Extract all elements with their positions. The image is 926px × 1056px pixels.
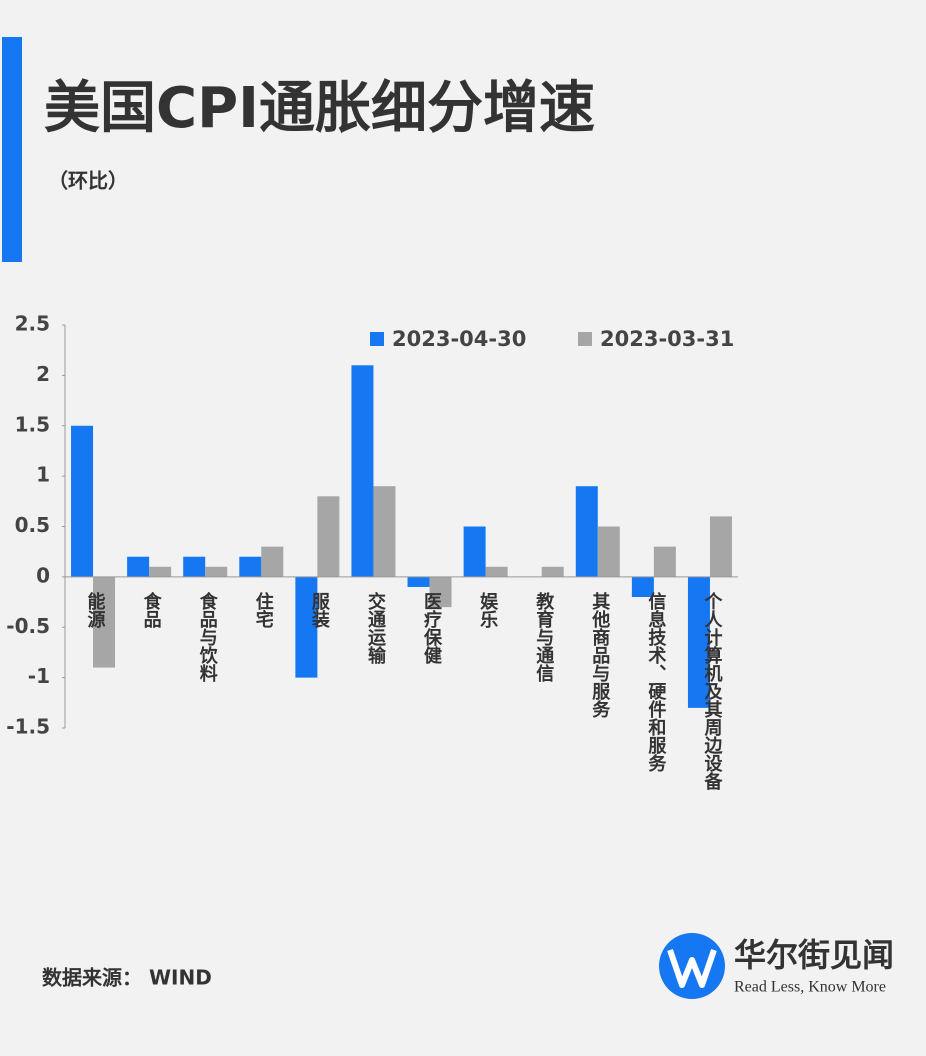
bar: [407, 576, 430, 587]
logo: [659, 933, 725, 999]
bar: [541, 566, 564, 577]
x-tick-label: 食品与饮料: [197, 591, 219, 683]
bar: [575, 486, 598, 577]
x-tick-label: 交通运输: [365, 591, 386, 665]
bar: [183, 556, 206, 577]
y-tick-label: 0.5: [15, 513, 50, 537]
bar: [463, 526, 486, 577]
legend-swatch: [578, 332, 592, 346]
bar: [653, 546, 676, 577]
y-tick-label: -1: [28, 664, 50, 688]
bar: [373, 486, 396, 577]
x-tick-label: 教育与通信: [533, 591, 554, 683]
bar: [485, 566, 508, 577]
logo-mark: [667, 949, 717, 988]
bar: [261, 546, 284, 577]
y-tick-label: 2: [36, 362, 50, 386]
x-tick-label: 个人计算机及其周边设备: [701, 591, 723, 791]
x-tick-label: 能源: [85, 591, 106, 629]
bar: [239, 556, 262, 577]
y-tick-label: 1: [36, 463, 50, 487]
bar: [205, 566, 228, 577]
x-tick-label: 食品: [141, 591, 163, 629]
bar: [295, 576, 318, 678]
bar: [597, 526, 620, 577]
bar: [351, 365, 374, 577]
chart-title: 美国CPI通胀细分增速: [44, 76, 595, 141]
bar: [149, 566, 172, 577]
accent-bar: [2, 37, 22, 262]
legend-label: 2023-03-31: [600, 327, 734, 351]
chart-subtitle: （环比）: [48, 169, 128, 193]
bar: [631, 576, 654, 598]
legend-swatch: [370, 332, 384, 346]
bar: [71, 425, 94, 577]
bar: [93, 576, 116, 668]
bar: [317, 496, 340, 577]
bar: [709, 516, 732, 577]
x-tick-label: 服装: [309, 592, 330, 629]
brand: 华尔街见闻: [734, 936, 894, 974]
y-tick-label: 1.5: [15, 412, 50, 436]
slogan: Read Less, Know More: [734, 979, 886, 996]
bar: [429, 576, 452, 608]
y-tick-label: -1.5: [6, 715, 50, 739]
x-tick-label: 住宅: [253, 591, 274, 628]
x-tick-label: 信息技术、硬件和服务: [645, 591, 666, 772]
y-tick-label: 0: [36, 563, 50, 587]
source: 数据来源： WIND: [42, 966, 212, 990]
y-tick-label: -0.5: [6, 614, 50, 638]
x-tick-label: 医疗保健: [421, 592, 443, 665]
y-tick-label: 2.5: [15, 312, 50, 336]
legend-label: 2023-04-30: [392, 327, 526, 351]
x-tick-label: 其他商品与服务: [589, 592, 611, 718]
bar: [687, 576, 710, 708]
x-tick-label: 娱乐: [477, 591, 498, 628]
bar: [127, 556, 150, 577]
